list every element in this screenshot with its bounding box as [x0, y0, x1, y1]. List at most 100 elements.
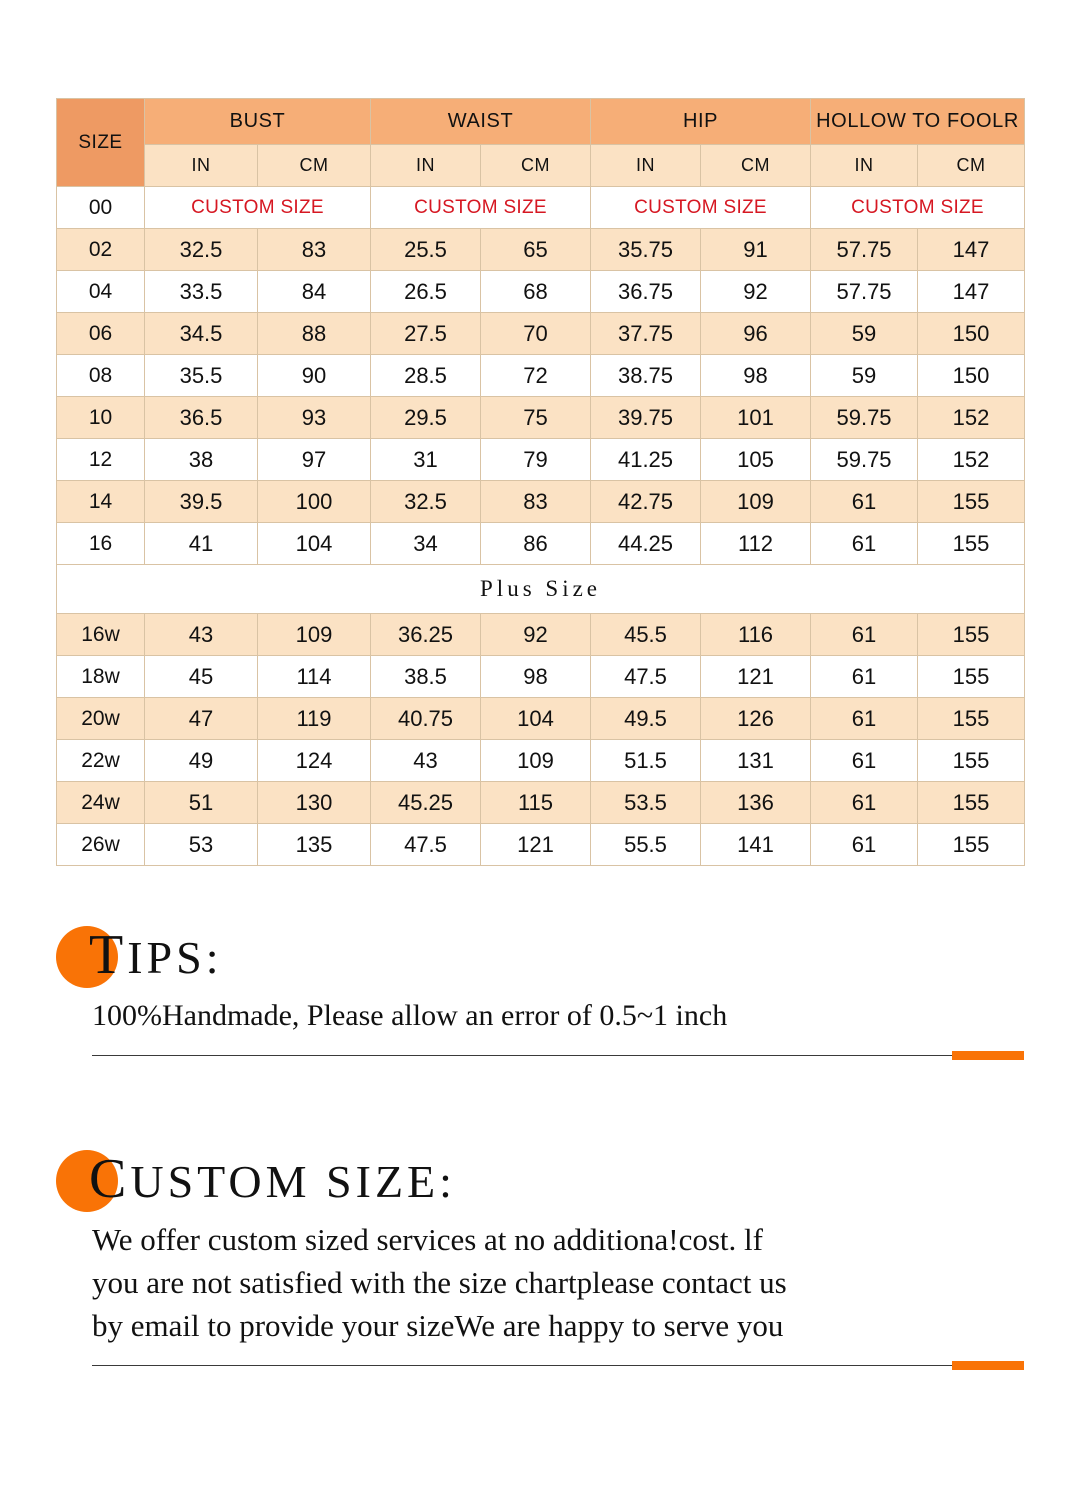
- cell-hip-in: 36.75: [590, 270, 701, 313]
- table-row: 22w 49 124 43 109 51.5 131 61 155: [56, 739, 1026, 782]
- header-unit-bust-in: IN: [144, 144, 258, 187]
- cell-bust-in: 33.5: [144, 270, 258, 313]
- tips-body-line: 100%Handmade, Please allow an error of 0…: [92, 999, 728, 1032]
- cell-waist-in: 29.5: [370, 396, 481, 439]
- cell-bust-in: 32.5: [144, 228, 258, 271]
- cell-hip-cm: 121: [699, 655, 812, 698]
- header-group-bust: BUST: [144, 98, 371, 145]
- table-row: 04 33.5 84 26.5 68 36.75 92 57.75 147: [56, 270, 1026, 313]
- cell-hip-in: 38.75: [590, 354, 701, 397]
- cell-size: 24w: [56, 781, 145, 824]
- header-unit-hip-in: IN: [590, 144, 701, 187]
- cell-bust-cm: 93: [257, 396, 371, 439]
- tips-section: TIPS: 100%Handmade, Please allow an erro…: [56, 918, 1024, 1061]
- custom-size-divider: [56, 1361, 1024, 1371]
- cell-bust-in: 49: [144, 739, 258, 782]
- cell-custom-size: CUSTOM SIZE: [589, 186, 812, 229]
- divider-line: [92, 1055, 1024, 1056]
- cell-bust-cm: 130: [257, 781, 371, 824]
- cell-bust-cm: 100: [257, 480, 371, 523]
- header-unit-waist-cm: CM: [480, 144, 591, 187]
- cell-hollow-in: 59: [810, 354, 919, 397]
- cell-waist-cm: 92: [480, 613, 591, 656]
- table-row: 20w 47 119 40.75 104 49.5 126 61 155: [56, 697, 1026, 740]
- cell-bust-cm: 135: [257, 823, 371, 866]
- cell-hip-cm: 112: [699, 522, 812, 565]
- orange-circle-bullet-icon: [56, 926, 118, 988]
- cell-size: 08: [56, 354, 145, 397]
- cell-hollow-in: 61: [810, 655, 919, 698]
- custom-size-title: CUSTOM SIZE:: [89, 1146, 456, 1215]
- cell-hollow-cm: 150: [917, 312, 1026, 355]
- cell-hip-cm: 91: [699, 228, 812, 271]
- cell-waist-in: 26.5: [370, 270, 481, 313]
- cell-hollow-cm: 155: [917, 480, 1026, 523]
- cell-hip-cm: 131: [699, 739, 812, 782]
- cell-waist-in: 45.25: [370, 781, 481, 824]
- cell-waist-in: 28.5: [370, 354, 481, 397]
- cell-waist-cm: 65: [480, 228, 591, 271]
- cell-hip-in: 47.5: [590, 655, 701, 698]
- cell-hollow-cm: 147: [917, 270, 1026, 313]
- header-unit-hip-cm: CM: [699, 144, 812, 187]
- cell-waist-in: 34: [370, 522, 481, 565]
- cell-hollow-cm: 155: [917, 781, 1026, 824]
- cell-hollow-cm: 150: [917, 354, 1026, 397]
- table-row: 08 35.5 90 28.5 72 38.75 98 59 150: [56, 354, 1026, 397]
- cell-bust-cm: 88: [257, 312, 371, 355]
- custom-size-section: CUSTOM SIZE: We offer custom sized servi…: [56, 1142, 1024, 1371]
- cell-size: 12: [56, 438, 145, 481]
- cell-hollow-cm: 155: [917, 613, 1026, 656]
- table-row: 14 39.5 100 32.5 83 42.75 109 61 155: [56, 480, 1026, 523]
- cell-size: 16w: [56, 613, 145, 656]
- cell-waist-in: 36.25: [370, 613, 481, 656]
- cell-hollow-in: 61: [810, 823, 919, 866]
- divider-orange-accent: [952, 1361, 1024, 1370]
- table-row: 12 38 97 31 79 41.25 105 59.75 152: [56, 438, 1026, 481]
- tips-title-initial: T: [89, 924, 128, 986]
- cell-hip-cm: 109: [699, 480, 812, 523]
- cell-size: 00: [56, 186, 145, 229]
- header-unit-hollow-in: IN: [810, 144, 919, 187]
- cell-waist-cm: 121: [480, 823, 591, 866]
- cell-hip-cm: 96: [699, 312, 812, 355]
- cell-hip-in: 51.5: [590, 739, 701, 782]
- table-header: SIZE BUST WAIST HIP HOLLOW TO FOOLR IN C…: [56, 98, 1026, 187]
- cell-waist-in: 31: [370, 438, 481, 481]
- cell-size: 04: [56, 270, 145, 313]
- cell-waist-cm: 79: [480, 438, 591, 481]
- cell-waist-in: 32.5: [370, 480, 481, 523]
- cell-bust-in: 45: [144, 655, 258, 698]
- cell-hip-in: 45.5: [590, 613, 701, 656]
- cell-waist-cm: 70: [480, 312, 591, 355]
- header-unit-waist-in: IN: [370, 144, 481, 187]
- cell-size: 14: [56, 480, 145, 523]
- cell-hip-in: 44.25: [590, 522, 701, 565]
- cell-bust-in: 38: [144, 438, 258, 481]
- custom-size-body-line-3: by email to provide your sizeWe are happ…: [92, 1308, 784, 1343]
- cell-hollow-cm: 152: [917, 396, 1026, 439]
- cell-hollow-cm: 155: [917, 823, 1026, 866]
- cell-bust-in: 41: [144, 522, 258, 565]
- cell-hollow-in: 57.75: [810, 270, 919, 313]
- cell-hollow-cm: 155: [917, 522, 1026, 565]
- cell-waist-cm: 75: [480, 396, 591, 439]
- cell-hollow-cm: 155: [917, 697, 1026, 740]
- table-row: 26w 53 135 47.5 121 55.5 141 61 155: [56, 823, 1026, 866]
- tips-divider: [56, 1051, 1024, 1061]
- cell-bust-cm: 114: [257, 655, 371, 698]
- table-row: 16 41 104 34 86 44.25 112 61 155: [56, 522, 1026, 565]
- cell-size: 10: [56, 396, 145, 439]
- cell-waist-cm: 68: [480, 270, 591, 313]
- cell-hollow-in: 61: [810, 613, 919, 656]
- divider-line: [92, 1365, 1024, 1366]
- table-row: 00 CUSTOM SIZE CUSTOM SIZE CUSTOM SIZE CUSTO…: [56, 186, 1026, 229]
- cell-hip-in: 41.25: [590, 438, 701, 481]
- custom-size-heading: CUSTOM SIZE:: [56, 1142, 1024, 1218]
- cell-waist-in: 43: [370, 739, 481, 782]
- cell-hollow-in: 57.75: [810, 228, 919, 271]
- header-size: SIZE: [56, 98, 145, 187]
- cell-waist-in: 25.5: [370, 228, 481, 271]
- cell-bust-cm: 104: [257, 522, 371, 565]
- table-row: 06 34.5 88 27.5 70 37.75 96 59 150: [56, 312, 1026, 355]
